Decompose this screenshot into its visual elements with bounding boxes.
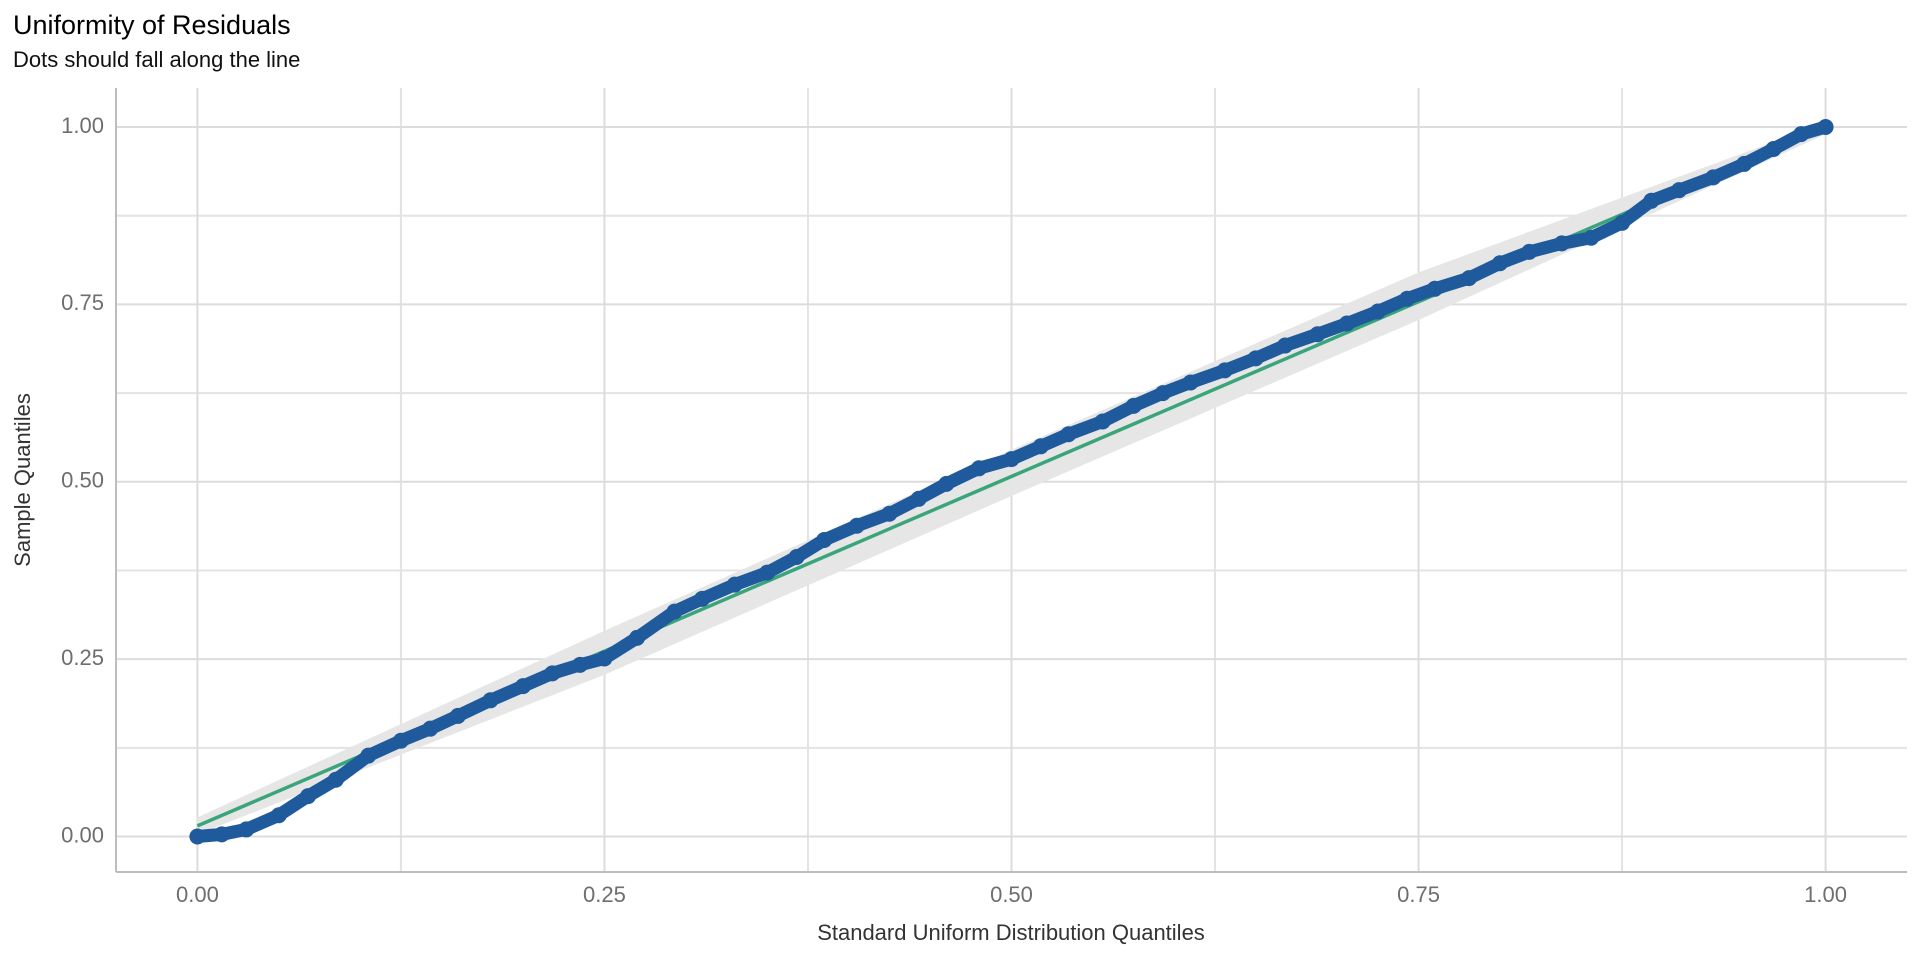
point [848, 517, 865, 534]
x-tick-label: 0.00 [176, 882, 219, 907]
point [759, 564, 776, 581]
x-tick-label: 0.75 [1397, 882, 1440, 907]
point [910, 490, 927, 507]
point [213, 826, 230, 843]
y-tick-label: 0.25 [61, 645, 104, 670]
point [189, 828, 206, 845]
point [666, 603, 683, 620]
point [1154, 385, 1171, 402]
chart-title: Uniformity of Residuals [13, 10, 291, 40]
point [1094, 413, 1111, 430]
point [596, 650, 613, 667]
point [694, 590, 711, 607]
point [881, 505, 898, 522]
chart-subtitle: Dots should fall along the line [13, 47, 300, 72]
y-tick-label: 0.00 [61, 822, 104, 847]
point [1491, 255, 1508, 272]
point [572, 656, 589, 673]
point [1705, 169, 1722, 186]
point [1671, 182, 1688, 199]
point [1060, 426, 1077, 443]
point [1247, 350, 1264, 367]
point [1399, 290, 1416, 307]
point [1643, 192, 1660, 209]
point [1003, 451, 1020, 468]
point [1765, 141, 1782, 158]
point [327, 771, 344, 788]
point [544, 665, 561, 682]
point [482, 692, 499, 709]
y-tick-label: 0.50 [61, 468, 104, 493]
point [1032, 438, 1049, 455]
point [392, 732, 409, 749]
point [1369, 303, 1386, 320]
y-tick-label: 0.75 [61, 290, 104, 315]
point [1736, 155, 1753, 172]
point [238, 821, 255, 838]
y-tick-label: 1.00 [61, 113, 104, 138]
point [788, 548, 805, 565]
point [422, 720, 439, 737]
plot-area: 0.00 0.25 0.50 0.75 1.00 0.00 0.25 0.50 0.75 1.00 [61, 88, 1907, 907]
point [1338, 315, 1355, 332]
x-axis-label: Standard Uniform Distribution Quantiles [817, 920, 1205, 945]
point [726, 576, 743, 593]
point [1426, 280, 1443, 297]
point [1553, 235, 1570, 252]
x-tick-label: 1.00 [1804, 882, 1847, 907]
point [1216, 362, 1233, 379]
point [1614, 214, 1631, 231]
x-tick-label: 0.25 [583, 882, 626, 907]
y-axis-label: Sample Quantiles [10, 393, 35, 567]
point [1461, 270, 1478, 287]
point [300, 788, 317, 805]
point [816, 531, 833, 548]
point [1125, 397, 1142, 414]
point [1817, 119, 1834, 136]
point [1277, 337, 1294, 354]
x-tick-label: 0.50 [990, 882, 1033, 907]
point [1521, 243, 1538, 260]
point [270, 807, 287, 824]
point [629, 629, 646, 646]
point [1182, 374, 1199, 391]
point [360, 747, 377, 764]
point [515, 678, 532, 695]
point [449, 707, 466, 724]
point [1309, 326, 1326, 343]
point [1583, 229, 1600, 246]
point [1793, 126, 1810, 143]
point [938, 475, 955, 492]
point [970, 460, 987, 477]
